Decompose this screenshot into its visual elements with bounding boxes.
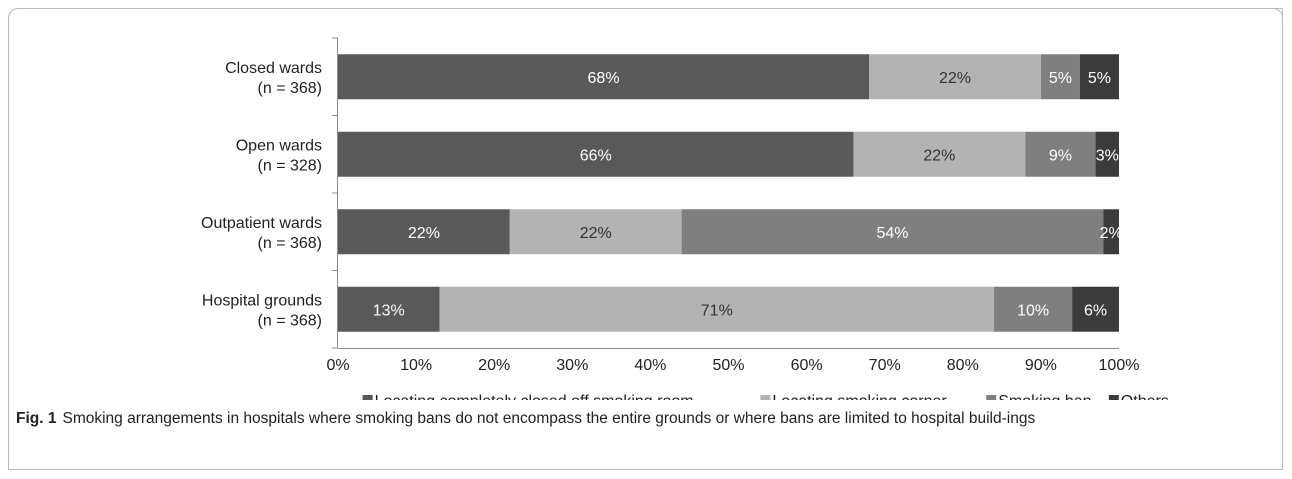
x-tick-label: 50%: [712, 357, 744, 374]
data-label: 13%: [373, 302, 405, 319]
bar-segment: [338, 131, 854, 177]
legend-swatch: [1108, 395, 1119, 400]
category-sample-size: (n = 328): [258, 157, 322, 174]
bar-segment: [439, 286, 995, 332]
category-name: Closed wards: [225, 60, 322, 77]
bar-segment: [1040, 54, 1080, 100]
x-tick-label: 60%: [791, 357, 823, 374]
bar-segment: [994, 286, 1073, 332]
category-sample-size: (n = 368): [258, 80, 322, 97]
bar-segment: [1072, 286, 1119, 332]
bar-segment: [338, 209, 510, 255]
category-label: Outpatient wards (n = 368): [201, 215, 322, 252]
data-label: 54%: [876, 225, 908, 242]
data-label: 5%: [1088, 70, 1111, 87]
data-label: 3%: [1096, 147, 1119, 164]
legend-swatch: [760, 395, 771, 400]
figure-frame: [8, 8, 1283, 470]
legend-label: Locating smoking corner: [772, 393, 947, 400]
category-name: Outpatient wards: [201, 215, 322, 232]
data-label: 71%: [701, 302, 733, 319]
stacked-bar-chart: 0% 10% 20% 30% 40% 50% 60% 70% 80% 90% 100% Closed …: [201, 37, 1169, 400]
category-name: Open wards: [236, 137, 322, 154]
x-tick-label: 70%: [869, 357, 901, 374]
legend-label: Smoking ban: [998, 393, 1091, 400]
category-sample-size: (n = 368): [258, 235, 322, 252]
bar-segment: [338, 54, 870, 100]
x-tick-label: 40%: [634, 357, 666, 374]
x-tick-label: 30%: [556, 357, 588, 374]
bar-segment: [338, 286, 440, 332]
data-label: 22%: [939, 70, 971, 87]
frame-corner: [1254, 8, 1283, 37]
bar-segment: [1095, 131, 1119, 177]
x-tick-label: 100%: [1099, 357, 1140, 374]
data-label: 22%: [408, 225, 440, 242]
data-label: 5%: [1049, 70, 1072, 87]
figure-caption: Fig. 1 Smoking arrangements in hospitals …: [16, 408, 1271, 430]
figure-label: Fig. 1: [16, 410, 57, 427]
data-label: 22%: [580, 225, 612, 242]
bar-segment: [1025, 131, 1096, 177]
x-tick-label: 90%: [1025, 357, 1057, 374]
category-label: Hospital grounds (n = 368): [202, 292, 322, 329]
bar-segment: [681, 209, 1104, 255]
legend-label: Locating completely closed off smoking r…: [375, 393, 694, 400]
data-label: 68%: [588, 70, 620, 87]
x-tick-label: 20%: [478, 357, 510, 374]
data-label: 9%: [1049, 147, 1072, 164]
x-tick-label: 80%: [947, 357, 979, 374]
bar-segment: [1103, 209, 1119, 255]
x-tick-label: 10%: [400, 357, 432, 374]
data-label: 2%: [1100, 225, 1123, 242]
data-label: 22%: [923, 147, 955, 164]
category-label: Open wards (n = 328): [236, 137, 322, 174]
legend-swatch: [362, 395, 373, 400]
legend-swatch: [986, 395, 997, 400]
bar-segment: [1079, 54, 1119, 100]
data-label: 6%: [1084, 302, 1107, 319]
figure-caption-text: Smoking arrangements in hospitals where …: [62, 410, 1036, 427]
category-name: Hospital grounds: [202, 292, 322, 309]
category-sample-size: (n = 368): [258, 312, 322, 329]
bar-segment: [853, 131, 1026, 177]
bar-segment: [509, 209, 682, 255]
data-label: 66%: [580, 147, 612, 164]
legend-label: Others: [1121, 393, 1169, 400]
data-label: 10%: [1017, 302, 1049, 319]
category-label: Closed wards (n = 368): [225, 60, 322, 97]
x-tick-label: 0%: [326, 357, 349, 374]
bar-segment: [869, 54, 1041, 100]
